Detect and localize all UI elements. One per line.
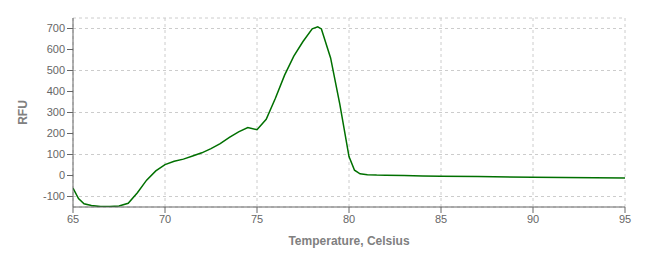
svg-text:Temperature, Celsius: Temperature, Celsius xyxy=(288,234,409,248)
svg-text:300: 300 xyxy=(47,106,65,118)
svg-text:0: 0 xyxy=(59,169,65,181)
svg-text:75: 75 xyxy=(251,213,263,225)
svg-text:RFU: RFU xyxy=(16,100,30,125)
svg-text:100: 100 xyxy=(47,148,65,160)
svg-text:90: 90 xyxy=(527,213,539,225)
svg-text:200: 200 xyxy=(47,127,65,139)
svg-text:600: 600 xyxy=(47,43,65,55)
svg-text:80: 80 xyxy=(343,213,355,225)
svg-text:400: 400 xyxy=(47,85,65,97)
svg-text:-100: -100 xyxy=(43,190,65,202)
svg-text:85: 85 xyxy=(435,213,447,225)
svg-text:700: 700 xyxy=(47,22,65,34)
svg-text:500: 500 xyxy=(47,64,65,76)
svg-text:70: 70 xyxy=(159,213,171,225)
svg-text:65: 65 xyxy=(67,213,79,225)
svg-text:95: 95 xyxy=(619,213,631,225)
